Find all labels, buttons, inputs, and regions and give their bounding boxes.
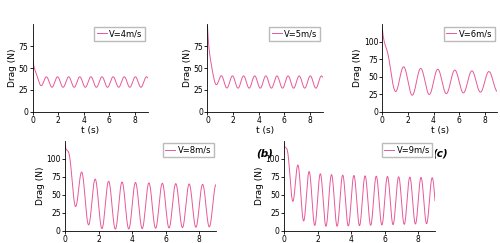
Text: (a): (a) (82, 148, 98, 158)
Legend: V=9m/s: V=9m/s (382, 143, 432, 157)
X-axis label: t (s): t (s) (81, 126, 99, 135)
Y-axis label: Drag (N): Drag (N) (183, 49, 192, 87)
Legend: V=8m/s: V=8m/s (162, 143, 214, 157)
Legend: V=5m/s: V=5m/s (269, 27, 320, 41)
X-axis label: t (s): t (s) (256, 126, 274, 135)
Legend: V=6m/s: V=6m/s (444, 27, 495, 41)
X-axis label: t (s): t (s) (431, 126, 449, 135)
Text: (c): (c) (432, 148, 448, 158)
Y-axis label: Drag (N): Drag (N) (8, 49, 17, 87)
Text: (b): (b) (256, 148, 274, 158)
Y-axis label: Drag (N): Drag (N) (36, 167, 45, 205)
Y-axis label: Drag (N): Drag (N) (255, 167, 264, 205)
Y-axis label: Drag (N): Drag (N) (354, 49, 362, 87)
Legend: V=4m/s: V=4m/s (94, 27, 145, 41)
